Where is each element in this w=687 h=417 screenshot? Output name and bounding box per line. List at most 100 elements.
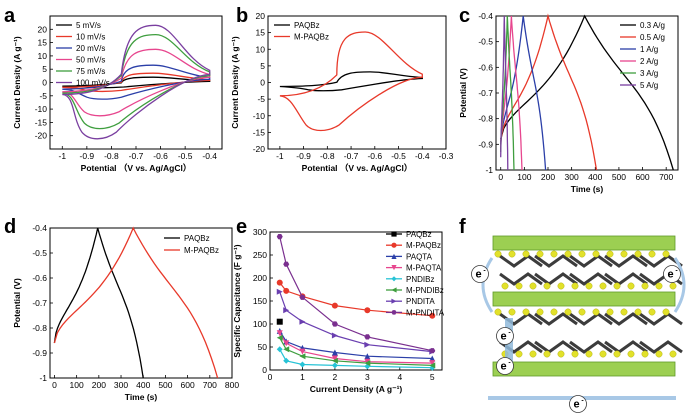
data-point-e	[364, 360, 371, 367]
x-tick-label-e: 1	[300, 372, 305, 382]
sulfur-atom	[634, 308, 642, 316]
sulfur-atom	[571, 350, 579, 358]
x-tick-label-d: 0	[52, 380, 57, 390]
data-point-e	[283, 340, 290, 347]
legend-entry-c: 0.3 A/g	[640, 21, 665, 30]
legend-entry-e: PAQTA	[406, 252, 433, 261]
sulfur-atom	[494, 308, 502, 316]
sulfur-atom	[620, 308, 628, 316]
y-tick-label-a: -20	[35, 131, 48, 141]
legend-entry-e: M-PNDITA	[406, 308, 445, 317]
series-line-d	[53, 227, 144, 379]
polymer-chain	[604, 312, 648, 326]
electron-label: e	[573, 399, 579, 411]
electron-charge: -	[675, 268, 678, 275]
sulfur-atom	[536, 250, 544, 258]
y-tick-label-d: -0.5	[32, 248, 47, 258]
x-tick-label-c: 600	[635, 172, 649, 182]
y-tick-label-c: -0.8	[478, 114, 493, 124]
y-tick-label-c: -0.7	[478, 88, 493, 98]
sulfur-atom	[550, 308, 558, 316]
polymer-chain	[534, 254, 578, 268]
series-line-e	[279, 291, 433, 353]
data-point-e	[331, 357, 338, 364]
y-tick-label-d: -1	[39, 373, 47, 383]
legend-entry-a: 20 mV/s	[76, 44, 105, 53]
series-line-e	[279, 236, 433, 352]
x-tick-label-a: -0.9	[80, 151, 95, 161]
legend-entry-e: PAQBz	[406, 230, 432, 239]
y-tick-label-d: -0.6	[32, 273, 47, 283]
electron-badge	[471, 265, 489, 283]
data-point-e	[429, 362, 436, 369]
y-tick-label-a: 20	[38, 24, 48, 34]
electron-label: e	[667, 269, 673, 281]
y-axis-label-d: Potential (V)	[12, 278, 22, 328]
x-tick-label-c: 0	[498, 172, 503, 182]
y-tick-label-a: -5	[39, 91, 47, 101]
data-point-e	[331, 302, 338, 309]
series-line-c	[500, 13, 598, 171]
panel-c-gcd-current-densities: 0 100 200 300 400 500 600 700 -1 -0.9 -0.8 -0.7 -0.6…	[458, 11, 679, 194]
sulfur-atom	[669, 350, 677, 358]
legend-entry-e: M-PAQTA	[406, 264, 442, 273]
x-tick-label-b: -1	[276, 151, 284, 161]
data-point-e	[429, 360, 436, 367]
sulfur-atom	[655, 282, 663, 290]
sulfur-atom	[662, 250, 670, 258]
sulfur-atom	[599, 350, 607, 358]
legend-entry-b: M-PAQBz	[294, 33, 329, 42]
series-line-c	[500, 15, 515, 171]
legend-entry-c: 1 A/g	[640, 45, 658, 54]
data-point-e	[299, 348, 306, 355]
x-tick-label-b: -0.5	[391, 151, 406, 161]
data-point-e	[299, 294, 306, 300]
panel-a-cv-scan-rates: -1 -0.9 -0.8 -0.7 -0.6 -0.5 -0.4 -20 -15 -10 -5 0 5 1…	[12, 15, 223, 173]
sulfur-atom	[585, 282, 593, 290]
y-tick-label-e: 300	[253, 227, 267, 237]
legend-marker-e	[391, 253, 397, 259]
y-tick-label-e: 150	[253, 296, 267, 306]
x-tick-label-c: 500	[612, 172, 626, 182]
sulfur-atom	[571, 282, 579, 290]
y-tick-label-b: -20	[253, 144, 266, 154]
electron-label: e	[500, 331, 506, 343]
sulfur-atom	[613, 282, 621, 290]
x-tick-label-a: -0.7	[129, 151, 144, 161]
series-line-e	[279, 337, 433, 366]
legend-entry-c: 5 A/g	[640, 81, 658, 90]
sulfur-atom	[522, 250, 530, 258]
data-point-e	[331, 349, 338, 356]
x-tick-label-c: 700	[659, 172, 673, 182]
sulfur-atom	[599, 282, 607, 290]
y-tick-label-e: 200	[253, 273, 267, 283]
legend-entry-e: PNDITA	[406, 297, 435, 306]
x-axis-label-e: Current Density (A g⁻¹)	[310, 384, 403, 394]
legend-marker-e	[391, 287, 397, 293]
series-line-a	[62, 64, 211, 100]
sulfur-atom	[627, 350, 635, 358]
series-line-a	[62, 24, 211, 140]
sulfur-atom	[648, 250, 656, 258]
sulfur-atom	[585, 350, 593, 358]
sulfur-atom	[641, 350, 649, 358]
polymer-chain	[499, 254, 543, 268]
legend-entry-e: M-PNDIBz	[406, 286, 444, 295]
x-tick-label-c: 400	[588, 172, 602, 182]
sulfur-atom	[564, 308, 572, 316]
electron-charge: -	[508, 330, 511, 337]
y-tick-label-c: -1	[485, 165, 493, 175]
x-axis-label-c: Time (s)	[571, 184, 604, 194]
sulfur-atom	[529, 282, 537, 290]
y-tick-label-d: -0.7	[32, 298, 47, 308]
series-line-e	[279, 349, 433, 369]
legend-entry-c: 3 A/g	[640, 69, 658, 78]
x-tick-label-d: 700	[203, 380, 217, 390]
sulfur-atom	[543, 350, 551, 358]
x-tick-label-c: 100	[517, 172, 531, 182]
y-axis-label-c: Potential (V)	[458, 68, 468, 118]
right-electron-arrow	[673, 257, 686, 313]
sulfur-atom	[557, 282, 565, 290]
sulfur-atom	[529, 350, 537, 358]
